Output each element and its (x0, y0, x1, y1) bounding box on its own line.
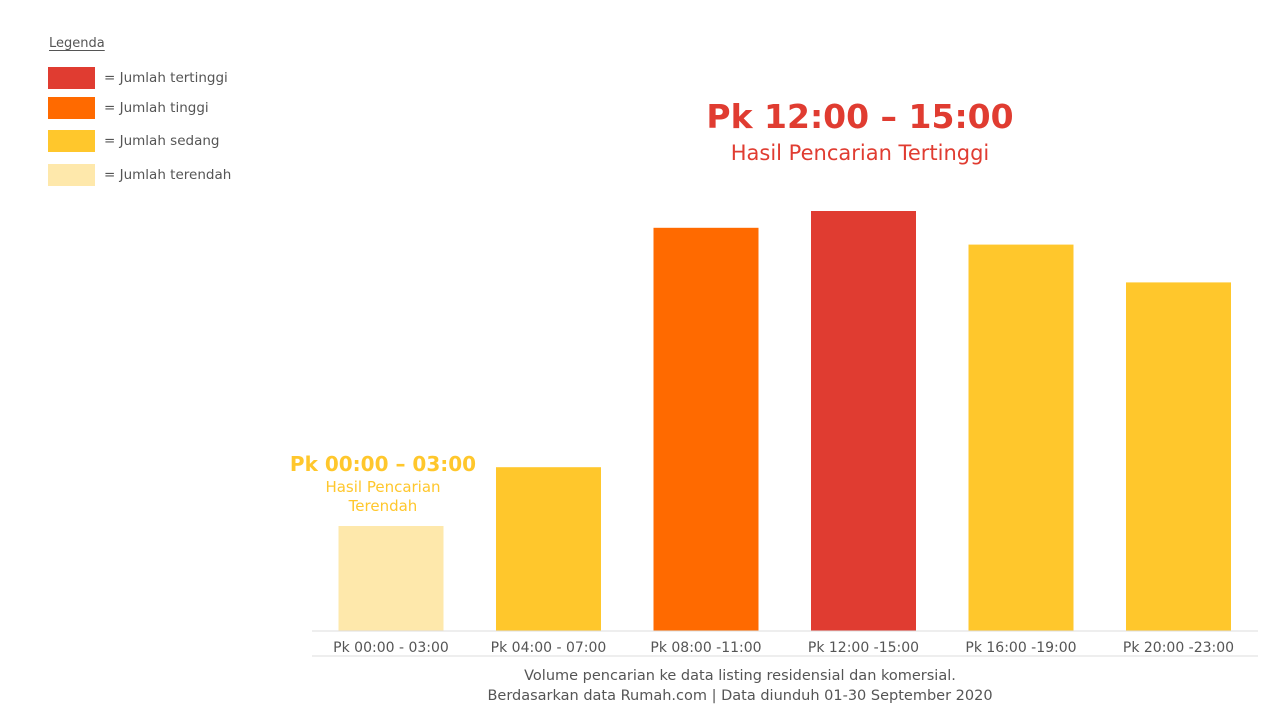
legend-item-terendah: = Jumlah terendah (48, 164, 231, 186)
x-tick-label-1: Pk 04:00 - 07:00 (491, 640, 607, 656)
callout-lowest: Pk 00:00 – 03:00 Hasil Pencarian Terenda… (272, 450, 494, 516)
x-tick-label-2: Pk 08:00 -11:00 (650, 640, 761, 656)
legend-label-tertinggi: = Jumlah tertinggi (104, 70, 228, 86)
legend-title: Legenda (49, 36, 105, 51)
legend-swatch-tertinggi (48, 67, 95, 89)
footer-line-2: Berdasarkan data Rumah.com | Data diundu… (487, 688, 993, 704)
callout-lowest-subtitle-line2: Terendah (348, 497, 418, 515)
bar-0 (338, 526, 444, 631)
bar-4 (968, 244, 1074, 631)
legend-swatch-sedang (48, 130, 95, 152)
legend-label-sedang: = Jumlah sedang (104, 133, 220, 149)
bar-group (338, 211, 1231, 632)
callout-lowest-title: Pk 00:00 – 03:00 (289, 452, 477, 476)
x-tick-label-5: Pk 20:00 -23:00 (1123, 640, 1234, 656)
bar-1 (496, 467, 601, 631)
callout-highest-subtitle: Hasil Pencarian Tertinggi (730, 141, 990, 165)
bar-2 (653, 227, 759, 632)
legend-item-sedang: = Jumlah sedang (48, 130, 219, 152)
x-tick-labels: Pk 00:00 - 03:00 Pk 04:00 - 07:00 Pk 08:00… (333, 640, 1234, 656)
legend-label-terendah: = Jumlah terendah (104, 167, 232, 183)
bar-5 (1126, 282, 1231, 631)
legend-label-tinggi: = Jumlah tinggi (104, 100, 209, 116)
callout-highest: Pk 12:00 – 15:00 Hasil Pencarian Terting… (640, 96, 1080, 168)
x-tick-label-4: Pk 16:00 -19:00 (965, 640, 1076, 656)
legend: Legenda = Jumlah tertinggi = Jumlah ting… (48, 36, 231, 186)
x-tick-label-3: Pk 12:00 -15:00 (808, 640, 919, 656)
legend-swatch-tinggi (48, 97, 95, 119)
footer-line-1: Volume pencarian ke data listing residen… (524, 668, 956, 684)
callout-lowest-subtitle-line1: Hasil Pencarian (325, 478, 441, 496)
x-tick-label-0: Pk 00:00 - 03:00 (333, 640, 449, 656)
legend-item-tinggi: = Jumlah tinggi (48, 97, 209, 119)
legend-swatch-terendah (48, 164, 95, 186)
bar-3 (811, 211, 916, 631)
legend-item-tertinggi: = Jumlah tertinggi (48, 67, 228, 89)
callout-highest-title: Pk 12:00 – 15:00 (706, 97, 1014, 136)
